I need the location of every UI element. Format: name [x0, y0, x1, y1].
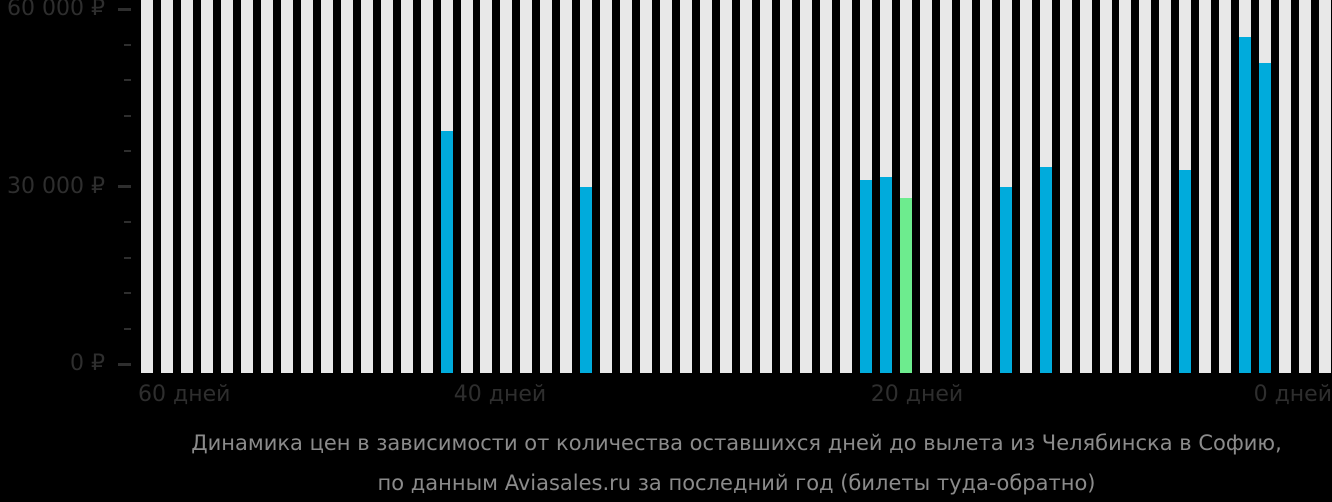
- day-slot: [1159, 0, 1172, 373]
- day-slot: [460, 0, 473, 373]
- day-slot: [939, 0, 952, 373]
- day-slot: [160, 0, 173, 373]
- y-minor-tick: [124, 114, 131, 117]
- day-slot: [1199, 0, 1212, 373]
- y-minor-tick: [124, 256, 131, 259]
- day-slot: [1079, 0, 1092, 373]
- day-slot: [1279, 0, 1292, 373]
- day-slot: [1099, 0, 1112, 373]
- day-slot: [899, 0, 912, 373]
- day-slot: [799, 0, 812, 373]
- lowest-price-bar[interactable]: [899, 197, 912, 373]
- day-slot: [260, 0, 273, 373]
- day-slot: [1179, 0, 1192, 373]
- day-slot: [859, 0, 872, 373]
- x-axis: 60 дней 40 дней 20 дней 0 дней: [0, 381, 1332, 411]
- price-bar[interactable]: [1259, 62, 1272, 373]
- y-axis-label: 0 ₽: [70, 351, 105, 376]
- day-slot: [979, 0, 992, 373]
- day-slot: [220, 0, 233, 373]
- day-slot: [680, 0, 693, 373]
- day-slot: [1299, 0, 1312, 373]
- x-axis-label: 40 дней: [453, 382, 547, 407]
- day-slot: [1059, 0, 1072, 373]
- price-bar[interactable]: [1239, 36, 1252, 373]
- price-bar[interactable]: [1179, 169, 1192, 373]
- y-minor-tick: [124, 43, 131, 46]
- day-slot: [280, 0, 293, 373]
- chart-captions: Динамика цен в зависимости от количества…: [141, 430, 1332, 496]
- day-slot: [839, 0, 852, 373]
- day-slot: [660, 0, 673, 373]
- x-axis-label: 60 дней: [138, 382, 231, 407]
- day-slot: [580, 0, 593, 373]
- day-slot: [740, 0, 753, 373]
- y-minor-tick: [124, 292, 131, 295]
- day-slot: [1259, 0, 1272, 373]
- day-slot: [1319, 0, 1332, 373]
- day-slot: [879, 0, 892, 373]
- day-slot: [560, 0, 573, 373]
- day-slot: [780, 0, 792, 373]
- y-minor-tick: [124, 150, 131, 153]
- price-bar[interactable]: [879, 176, 892, 373]
- day-slot: [500, 0, 513, 373]
- day-slot: [1239, 0, 1252, 373]
- day-slot: [400, 0, 413, 373]
- day-slot: [200, 0, 213, 373]
- day-slot: [760, 0, 773, 373]
- y-major-tick: [118, 7, 131, 11]
- day-slot: [640, 0, 653, 373]
- day-slot: [819, 0, 832, 373]
- day-slot: [600, 0, 613, 373]
- day-slot: [919, 0, 932, 373]
- x-axis-label: 20 дней: [870, 382, 964, 407]
- day-slot: [720, 0, 733, 373]
- price-bar[interactable]: [999, 187, 1012, 373]
- day-slot: [320, 0, 333, 373]
- day-slot: [540, 0, 553, 373]
- x-axis-label: 0 дней: [1253, 382, 1332, 407]
- day-slot: [520, 0, 533, 373]
- y-axis-label: 30 000 ₽: [7, 173, 105, 199]
- day-slot: [300, 0, 313, 373]
- day-slot: [700, 0, 713, 373]
- day-slot: [180, 0, 193, 373]
- price-bar[interactable]: [440, 131, 453, 373]
- day-slot: [1139, 0, 1152, 373]
- day-slot: [1119, 0, 1132, 373]
- day-slot: [999, 0, 1012, 373]
- day-slot: [1039, 0, 1052, 373]
- day-slot: [480, 0, 493, 373]
- price-bar[interactable]: [580, 186, 593, 373]
- y-major-tick: [118, 362, 131, 366]
- day-slot: [340, 0, 353, 373]
- price-bar[interactable]: [859, 179, 872, 373]
- price-bar[interactable]: [1039, 166, 1052, 373]
- day-slot: [1219, 0, 1232, 373]
- day-slot: [360, 0, 373, 373]
- y-minor-tick: [124, 221, 131, 224]
- day-slot: [141, 0, 153, 373]
- day-slot: [959, 0, 972, 373]
- y-major-tick: [118, 185, 131, 189]
- day-slot: [420, 0, 433, 373]
- day-slot: [1019, 0, 1032, 373]
- y-minor-tick: [124, 327, 131, 330]
- y-minor-tick: [124, 79, 131, 82]
- y-axis: 60 000 ₽ 30 000 ₽ 0 ₽: [0, 0, 141, 376]
- day-slot: [240, 0, 253, 373]
- chart-title: Динамика цен в зависимости от количества…: [191, 431, 1282, 455]
- day-slot: [620, 0, 633, 373]
- day-slot: [380, 0, 393, 373]
- y-axis-label: 60 000 ₽: [7, 0, 105, 22]
- chart-subtitle: по данным Aviasales.ru за последний год …: [377, 471, 1096, 495]
- day-slot: [440, 0, 453, 373]
- plot-area: [141, 0, 1332, 373]
